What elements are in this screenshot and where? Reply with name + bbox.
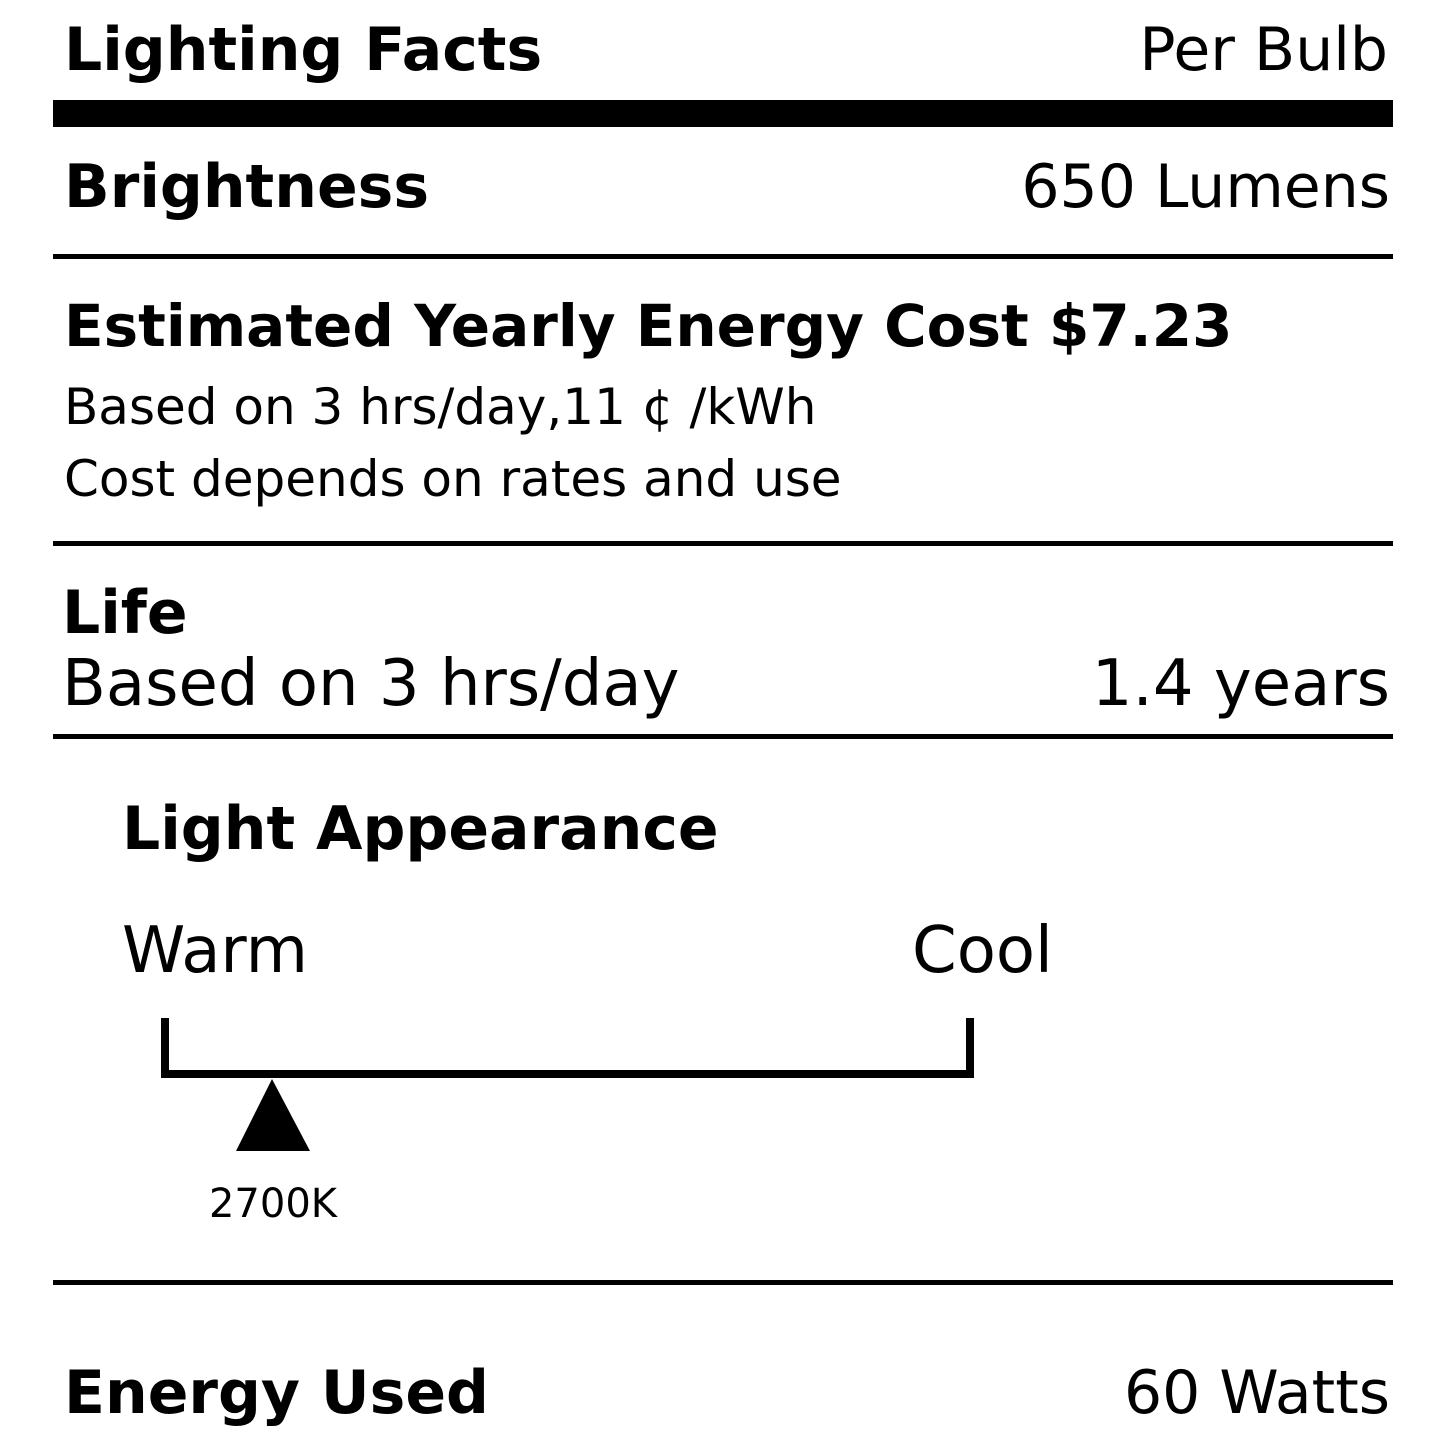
cool-label: Cool bbox=[912, 914, 1053, 988]
cost-note: Cost depends on rates and use bbox=[64, 450, 842, 508]
label-title: Lighting Facts bbox=[64, 15, 542, 85]
energy-value: 60 Watts bbox=[1124, 1358, 1390, 1428]
rule bbox=[53, 1280, 1393, 1285]
cost-line: Estimated Yearly Energy Cost $7.23 bbox=[64, 292, 1232, 360]
label-subtitle: Per Bulb bbox=[1139, 15, 1388, 85]
life-basis: Based on 3 hrs/day bbox=[62, 647, 679, 721]
cost-note: Based on 3 hrs/day,11 ¢ /kWh bbox=[64, 378, 816, 436]
appearance-scale bbox=[161, 1018, 974, 1078]
appearance-title: Light Appearance bbox=[122, 794, 719, 864]
rule bbox=[53, 541, 1393, 546]
thick-rule bbox=[53, 100, 1393, 127]
marker-label: 2700K bbox=[209, 1181, 339, 1227]
rule bbox=[53, 254, 1393, 259]
warm-label: Warm bbox=[122, 914, 308, 988]
cost-value: $7.23 bbox=[1049, 292, 1232, 360]
brightness-label: Brightness bbox=[64, 152, 429, 222]
cost-label: Estimated Yearly Energy Cost bbox=[64, 292, 1029, 360]
brightness-value: 650 Lumens bbox=[1021, 152, 1390, 222]
life-label: Life bbox=[62, 578, 188, 648]
energy-label: Energy Used bbox=[64, 1358, 489, 1428]
rule bbox=[53, 734, 1393, 739]
appearance-marker bbox=[236, 1079, 310, 1151]
life-value: 1.4 years bbox=[1092, 647, 1390, 721]
